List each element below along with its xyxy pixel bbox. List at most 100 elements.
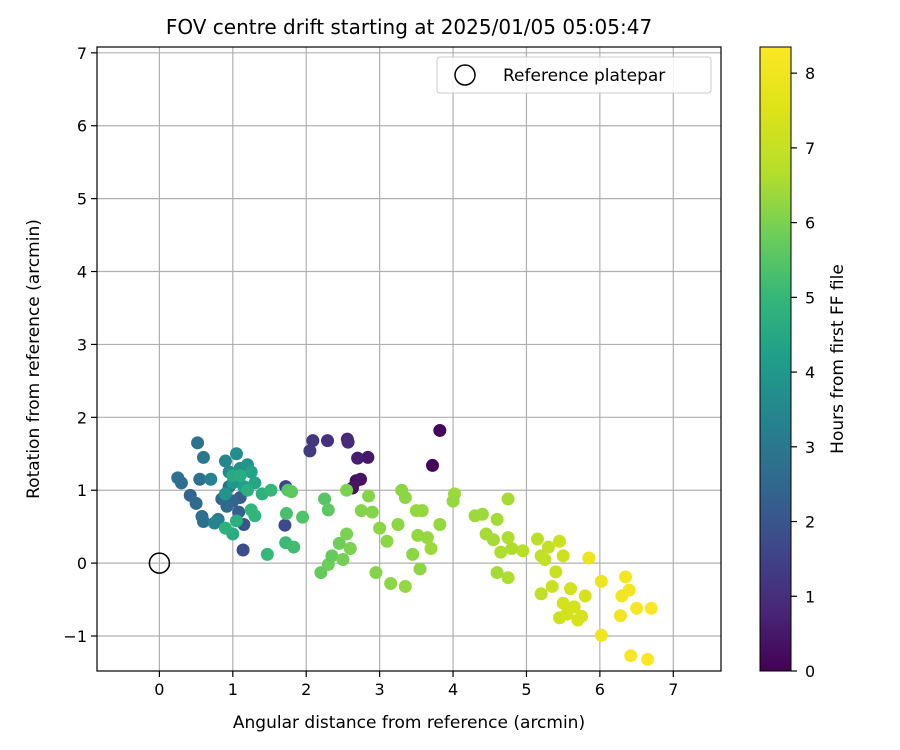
data-point bbox=[244, 503, 258, 517]
data-point bbox=[545, 579, 559, 593]
data-point bbox=[361, 450, 375, 464]
data-point bbox=[624, 649, 638, 663]
data-point bbox=[552, 534, 566, 548]
colorbar-tick-label: 1 bbox=[805, 587, 815, 606]
data-point bbox=[369, 566, 383, 580]
data-point bbox=[578, 589, 592, 603]
data-point bbox=[233, 469, 247, 483]
colorbar-tick-label: 3 bbox=[805, 438, 815, 457]
y-tick-label: 7 bbox=[77, 44, 87, 63]
data-point bbox=[530, 532, 544, 546]
data-point bbox=[424, 542, 438, 556]
data-point bbox=[425, 458, 439, 472]
x-tick-label: 1 bbox=[228, 680, 238, 699]
colorbar-tick-label: 7 bbox=[805, 139, 815, 158]
data-point bbox=[373, 521, 387, 535]
data-point bbox=[303, 444, 317, 458]
data-point bbox=[341, 435, 355, 449]
data-point bbox=[494, 545, 508, 559]
colorbar-tick-label: 0 bbox=[805, 662, 815, 681]
data-point bbox=[564, 582, 578, 596]
data-point bbox=[420, 531, 434, 545]
x-axis-label: Angular distance from reference (arcmin) bbox=[233, 713, 585, 733]
data-point bbox=[567, 600, 581, 614]
data-point bbox=[534, 587, 548, 601]
data-point bbox=[325, 549, 339, 563]
colorbar-tick-label: 8 bbox=[805, 64, 815, 83]
y-tick-label: 4 bbox=[77, 263, 87, 282]
data-point bbox=[641, 652, 655, 666]
data-point bbox=[398, 491, 412, 505]
data-point bbox=[594, 628, 608, 642]
x-tick-label: 6 bbox=[595, 680, 605, 699]
colorbar-label: Hours from first FF file bbox=[828, 264, 848, 454]
colorbar-ticks: 0 1 2 3 4 5 6 7 8 bbox=[791, 64, 815, 681]
data-point bbox=[384, 577, 398, 591]
data-point bbox=[406, 547, 420, 561]
data-point bbox=[196, 450, 210, 464]
data-point bbox=[433, 423, 447, 437]
data-point bbox=[446, 494, 460, 508]
data-point bbox=[244, 465, 258, 479]
data-point bbox=[622, 583, 636, 597]
data-point bbox=[556, 596, 570, 610]
data-point bbox=[351, 451, 365, 465]
x-tick-label: 4 bbox=[448, 680, 458, 699]
data-point bbox=[343, 542, 357, 556]
data-point bbox=[336, 552, 350, 566]
data-point bbox=[475, 507, 489, 521]
colorbar-tick-label: 5 bbox=[805, 288, 815, 307]
reference-marker bbox=[148, 552, 171, 574]
data-point bbox=[229, 447, 243, 461]
data-point bbox=[174, 476, 188, 490]
data-point bbox=[582, 551, 596, 565]
data-point bbox=[501, 571, 515, 585]
data-point bbox=[189, 496, 203, 510]
data-point bbox=[318, 492, 332, 506]
data-point bbox=[193, 472, 207, 486]
data-point bbox=[191, 436, 205, 450]
data-point bbox=[340, 483, 354, 497]
y-tick-label: 1 bbox=[77, 481, 87, 500]
data-point bbox=[594, 574, 608, 588]
data-point bbox=[380, 534, 394, 548]
data-point bbox=[391, 517, 405, 531]
data-point bbox=[287, 540, 301, 554]
data-point bbox=[516, 544, 530, 558]
y-tick-label: −1 bbox=[63, 627, 87, 646]
y-tick-label: 0 bbox=[77, 554, 87, 573]
data-point bbox=[332, 536, 346, 550]
colorbar bbox=[759, 46, 792, 672]
y-tick-label: 3 bbox=[77, 335, 87, 354]
data-point bbox=[365, 505, 379, 519]
y-axis-label: Rotation from reference (arcmin) bbox=[24, 219, 44, 499]
legend-reference-marker bbox=[454, 64, 476, 86]
data-point bbox=[354, 472, 368, 486]
x-axis-ticks: 0 1 2 3 4 5 6 7 bbox=[154, 671, 678, 699]
data-point bbox=[501, 492, 515, 506]
data-point bbox=[218, 454, 232, 468]
data-points bbox=[171, 423, 658, 666]
data-point bbox=[218, 487, 232, 501]
data-point bbox=[321, 434, 335, 448]
colorbar-tick-label: 6 bbox=[805, 214, 815, 233]
y-tick-label: 2 bbox=[77, 408, 87, 427]
data-point bbox=[415, 504, 429, 518]
data-point bbox=[362, 489, 376, 503]
y-tick-label: 5 bbox=[77, 190, 87, 209]
data-point bbox=[306, 434, 320, 448]
data-point bbox=[296, 510, 310, 524]
data-point bbox=[264, 483, 278, 497]
data-point bbox=[398, 579, 412, 593]
data-point bbox=[541, 540, 555, 554]
data-point bbox=[260, 547, 274, 561]
data-point bbox=[321, 503, 335, 517]
data-point bbox=[354, 504, 368, 518]
data-point bbox=[556, 549, 570, 563]
data-point bbox=[229, 514, 243, 528]
reference-point bbox=[148, 552, 171, 574]
data-point bbox=[490, 566, 504, 580]
data-point bbox=[549, 565, 563, 579]
chart-title: FOV centre drift starting at 2025/01/05 … bbox=[166, 15, 652, 39]
data-point bbox=[340, 527, 354, 541]
